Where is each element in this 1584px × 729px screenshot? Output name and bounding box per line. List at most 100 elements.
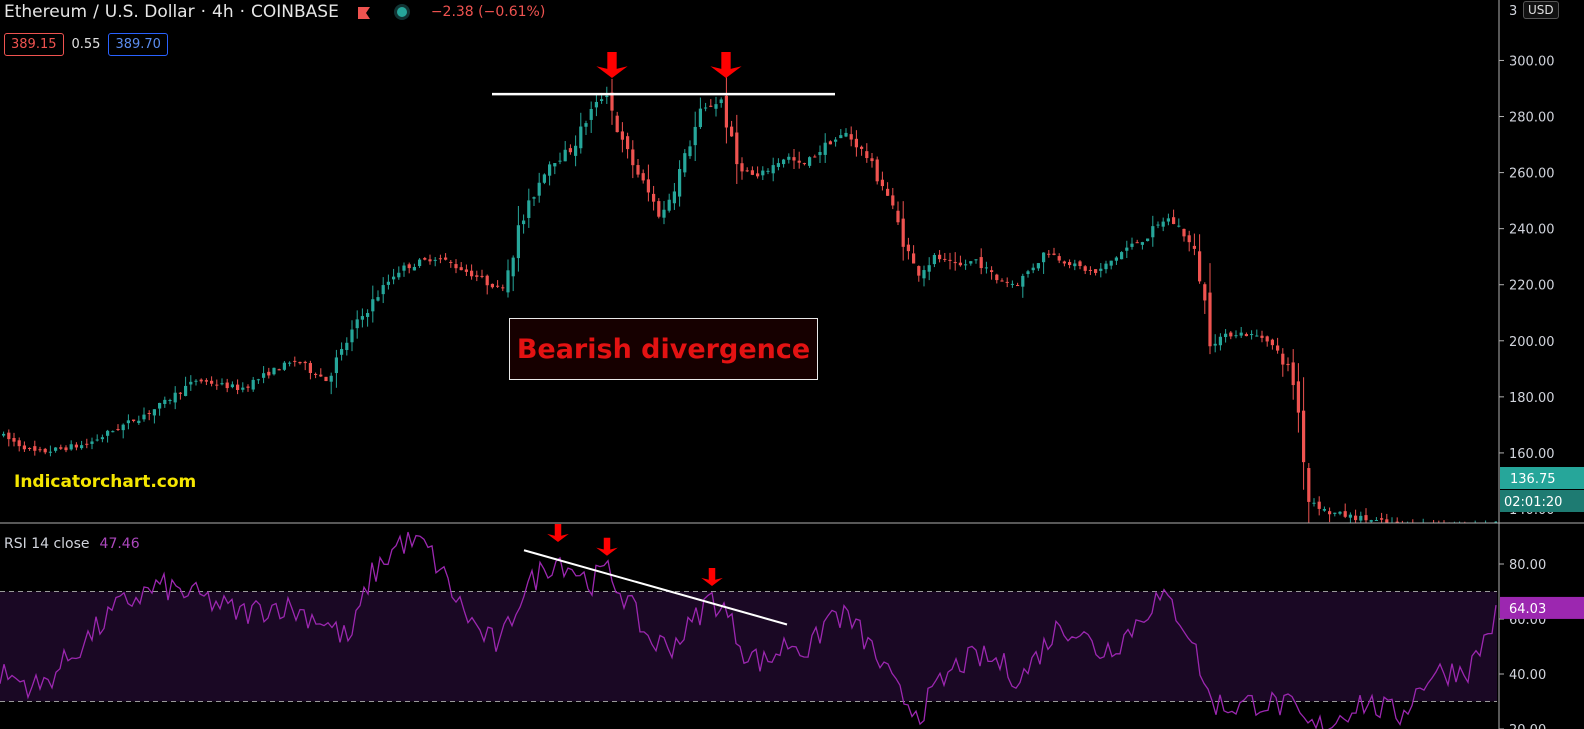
candle-body (324, 376, 328, 382)
candle-body (1229, 332, 1233, 337)
candle-body (756, 173, 760, 177)
candle-body (1036, 263, 1040, 269)
candle-body (1187, 235, 1191, 243)
candle-body (938, 254, 942, 260)
last-price-label: 136.75 (1510, 472, 1556, 487)
candle-body (522, 220, 526, 225)
candle-body (1270, 339, 1274, 346)
candle-body (995, 274, 999, 281)
candle-body (147, 412, 151, 414)
candle-body (704, 107, 708, 109)
candle-body (345, 342, 349, 351)
down-arrow-icon (710, 52, 742, 78)
candle-body (906, 244, 910, 252)
currency-label[interactable]: USD (1523, 1, 1559, 19)
candle-body (537, 182, 541, 196)
symbol-name[interactable]: Ethereum (4, 2, 88, 22)
candle-body (1453, 526, 1456, 527)
candle-body (568, 148, 572, 153)
candle-body (792, 157, 796, 161)
candle-body (1047, 253, 1051, 255)
candle-body (178, 392, 182, 394)
candle-body (1078, 261, 1082, 267)
candle-body (360, 316, 364, 320)
candle-body (100, 437, 104, 440)
rsi-label[interactable]: RSI 14 close (4, 536, 90, 552)
candle-body (891, 195, 895, 206)
candle-body (1244, 334, 1248, 337)
candle-body (236, 384, 240, 390)
candle-body (1494, 521, 1497, 523)
candle-body (282, 362, 286, 370)
candle-body (1218, 336, 1222, 346)
candle-body (1468, 526, 1471, 527)
candle-body (48, 451, 52, 453)
candle-body (173, 392, 177, 403)
candle-body (1307, 468, 1311, 502)
y-tick-label: 180.00 (1509, 391, 1555, 406)
candle-body (1302, 410, 1306, 463)
watermark: Indicatorchart.com (14, 472, 197, 492)
candle-body (646, 179, 650, 193)
candle-body (766, 170, 770, 172)
candle-body (1458, 526, 1461, 527)
candle-body (948, 259, 952, 261)
interval[interactable]: 4h (212, 2, 234, 22)
candle-body (506, 270, 510, 293)
candle-body (901, 218, 905, 247)
candle-body (688, 146, 692, 157)
candle-body (984, 267, 988, 269)
candle-body (834, 139, 838, 142)
exchange[interactable]: COINBASE (251, 2, 339, 22)
candle-body (943, 258, 947, 260)
buy-price-button[interactable]: 389.70 (108, 33, 168, 56)
candle-body (553, 163, 557, 167)
candle-body (277, 369, 281, 371)
symbol-separator: / (93, 2, 99, 22)
candle-body (672, 191, 676, 204)
candle-body (1224, 333, 1228, 338)
candle-body (1276, 345, 1280, 351)
candle-body (1369, 520, 1373, 522)
candle-body (1380, 518, 1384, 520)
candle-body (1260, 335, 1264, 338)
candle-body (1432, 525, 1435, 526)
candle-body (1422, 524, 1425, 527)
flag-icon[interactable] (357, 5, 371, 19)
candle-body (106, 430, 110, 436)
candle-body (584, 123, 588, 127)
candle-body (496, 285, 500, 287)
candle-body (376, 297, 380, 301)
candle-body (605, 95, 609, 97)
candle-body (184, 385, 188, 396)
candle-body (745, 170, 749, 172)
candle-body (652, 193, 656, 202)
candle-body (194, 380, 198, 382)
candle-body (1088, 269, 1092, 271)
candle-body (126, 420, 130, 424)
candle-body (818, 152, 822, 156)
chart-header: Ethereum / U.S. Dollar · 4h · COINBASE −… (4, 0, 545, 24)
quote-name[interactable]: U.S. Dollar (104, 2, 195, 22)
candles (2, 76, 1497, 528)
candle-body (828, 141, 832, 145)
candle-body (1005, 281, 1009, 283)
candle-body (1317, 501, 1321, 509)
candle-body (1484, 524, 1487, 528)
candle-body (43, 448, 47, 453)
candle-body (1109, 260, 1113, 266)
candle-body (1234, 335, 1238, 337)
candle-body (1140, 242, 1144, 245)
price-change: −2.38 (−0.61%) (430, 4, 546, 20)
candle-body (896, 210, 900, 223)
candle-body (1000, 280, 1004, 282)
candle-body (28, 447, 32, 449)
candle-body (199, 379, 203, 382)
sell-price-button[interactable]: 389.15 (4, 33, 64, 56)
candle-body (678, 169, 682, 197)
candle-body (990, 270, 994, 273)
candle-body (1068, 262, 1072, 266)
candle-body (1348, 514, 1352, 518)
candle-body (574, 145, 578, 156)
